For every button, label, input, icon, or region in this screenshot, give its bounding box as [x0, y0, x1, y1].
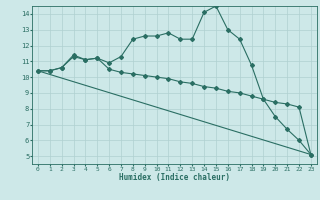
X-axis label: Humidex (Indice chaleur): Humidex (Indice chaleur)	[119, 173, 230, 182]
